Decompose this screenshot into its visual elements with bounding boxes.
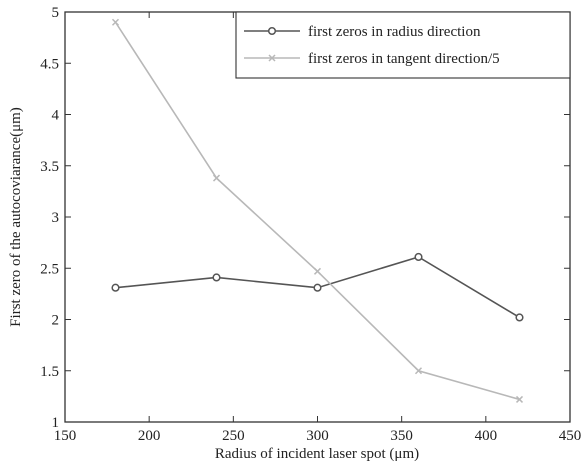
legend: first zeros in radius direction first ze… [235, 11, 571, 79]
data-point-x-stroke [111, 18, 120, 26]
y-tick-label: 1 [52, 415, 60, 431]
data-point-x [414, 367, 423, 375]
data-point-x [515, 395, 524, 403]
x-tick-label: 400 [475, 428, 498, 444]
data-point-x-stroke [515, 395, 524, 403]
data-point-circle [313, 283, 322, 292]
legend-marker-tangent [268, 54, 276, 62]
data-point-x [313, 267, 322, 275]
y-tick-label: 2.5 [40, 261, 59, 277]
data-point-x [111, 18, 120, 26]
data-point-circle [414, 252, 423, 262]
x-tick-label: 300 [306, 428, 329, 444]
legend-marker-radius [267, 26, 277, 36]
data-point-x-stroke [313, 267, 322, 275]
legend-label-tangent: first zeros in tangent direction/5 [308, 51, 500, 67]
data-point-x [212, 174, 221, 182]
series-layer [111, 18, 524, 403]
data-point-x-stroke [212, 174, 221, 182]
x-tick-label: 150 [54, 428, 77, 444]
x-tick-label: 450 [559, 428, 582, 444]
y-tick-label: 2 [52, 313, 60, 329]
data-point-circle [212, 273, 221, 282]
y-tick-label: 3.5 [40, 159, 59, 175]
axis-ticks: 150 200 250 300 350 400 450 1 1.5 2 2.5 3 3.5 4 4.5 5 [40, 5, 581, 444]
data-point-x-stroke [414, 367, 423, 375]
y-tick-label: 4 [52, 108, 60, 124]
x-tick-label: 200 [138, 428, 161, 444]
legend-box [235, 11, 571, 79]
y-tick-label: 4.5 [40, 56, 59, 72]
y-tick-label: 1.5 [40, 364, 59, 380]
x-tick-label: 250 [222, 428, 245, 444]
x-tick-label: 350 [390, 428, 413, 444]
y-axis-title: First zero of the autocoviarance(μm) [8, 107, 24, 327]
data-point-circle [515, 313, 524, 322]
legend-label-radius: first zeros in radius direction [308, 24, 481, 40]
y-tick-label: 3 [52, 210, 60, 226]
x-axis-title: Radius of incident laser spot (μm) [215, 446, 419, 462]
data-point-circle [111, 283, 120, 292]
series-line-1 [114, 21, 520, 401]
y-tick-label: 5 [52, 5, 60, 21]
